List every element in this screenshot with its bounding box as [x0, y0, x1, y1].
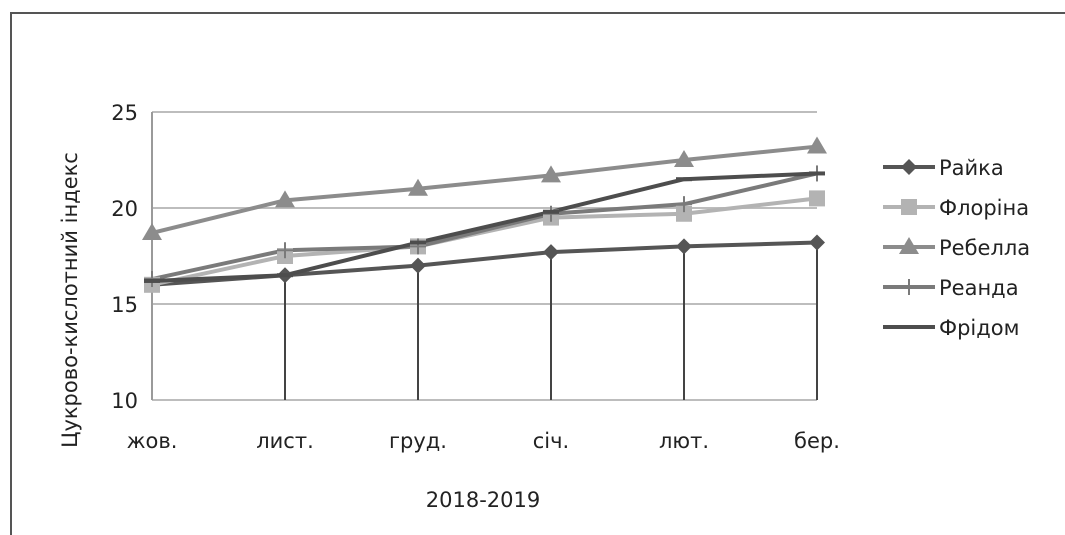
x-tick-label: груд. — [389, 429, 447, 453]
y-tick-label: 20 — [111, 197, 138, 221]
triangle-data-point — [807, 136, 827, 154]
triangle-data-point — [142, 222, 162, 240]
legend-marker — [901, 199, 917, 215]
legend: Райка Флоріна Ребелла Реанда Фрідом — [883, 156, 1030, 340]
series-markers — [142, 136, 827, 293]
plus-series-line — [151, 171, 818, 281]
square-data-point — [676, 205, 692, 222]
legend-item: Фрідом — [883, 316, 1019, 340]
legend-item: Реанда — [883, 276, 1019, 300]
diamond-data-point — [410, 257, 426, 274]
legend-marker — [901, 279, 917, 295]
dash-series-line — [151, 171, 818, 283]
triangle-data-point — [275, 190, 295, 208]
triangle-data-point — [408, 178, 428, 196]
y-axis-title: Цукрово-кислотний індекс — [58, 152, 82, 448]
legend-label: Реанда — [939, 276, 1019, 300]
y-tick-labels: 10 15 20 25 — [111, 101, 138, 413]
plus-data-point — [277, 242, 293, 259]
legend-marker — [901, 159, 917, 175]
legend-item: Ребелла — [883, 236, 1030, 260]
legend-label: Флоріна — [939, 196, 1029, 220]
legend-label: Райка — [939, 156, 1004, 180]
x-axis-title: 2018-2019 — [426, 488, 540, 512]
vertical-drop-lines — [284, 242, 818, 400]
x-tick-label: бер. — [794, 429, 840, 453]
legend-item: Райка — [883, 156, 1004, 180]
legend-label: Фрідом — [939, 316, 1019, 340]
diamond-data-point — [543, 244, 559, 261]
square-series-line — [151, 196, 818, 287]
triangle-data-point — [674, 150, 694, 167]
y-tick-label: 15 — [111, 293, 138, 317]
chart-frame — [10, 12, 1065, 535]
triangle-data-point — [541, 165, 561, 183]
y-tick-label: 25 — [111, 101, 138, 125]
square-data-point — [809, 190, 825, 207]
x-tick-label: лют. — [659, 429, 709, 453]
series-lines — [151, 144, 818, 287]
x-tick-label: лист. — [256, 429, 314, 453]
grid-lines — [151, 111, 817, 401]
diamond-data-point — [809, 234, 825, 251]
y-tick-label: 10 — [111, 389, 138, 413]
legend-label: Ребелла — [939, 236, 1030, 260]
x-tick-label: січ. — [533, 429, 569, 453]
x-tick-label: жов. — [127, 429, 178, 453]
triangle-series-line — [151, 144, 818, 235]
legend-item: Флоріна — [883, 196, 1029, 220]
x-tick-labels: жов. лист. груд. січ. лют. бер. — [127, 429, 840, 453]
diamond-data-point — [676, 238, 692, 255]
plus-data-point — [676, 196, 692, 213]
legend-marker — [899, 237, 919, 254]
